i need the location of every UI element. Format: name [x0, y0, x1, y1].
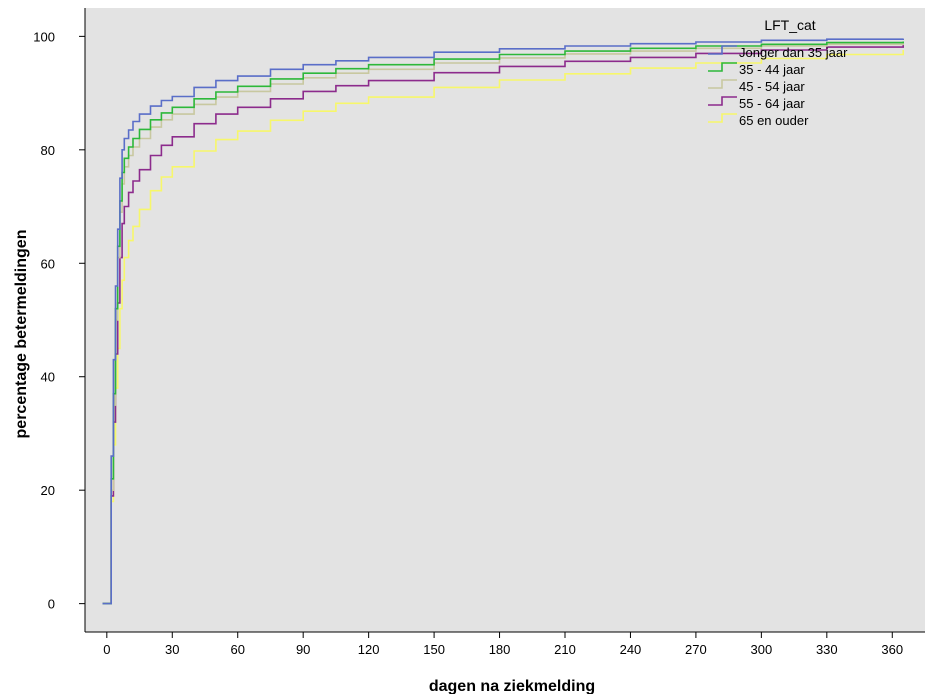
y-tick-label: 60	[41, 256, 55, 271]
series-line-35-44-jaar	[102, 41, 904, 605]
x-tick-label: 270	[685, 642, 707, 657]
legend-label: 65 en ouder	[739, 113, 809, 128]
x-tick-label: 0	[103, 642, 110, 657]
x-tick-label: 150	[423, 642, 445, 657]
legend: LFT_cat Jonger dan 35 jaar 35 - 44 jaar 45…	[708, 17, 848, 128]
x-tick-label: 360	[881, 642, 903, 657]
plot-area	[85, 8, 925, 632]
legend-label: 35 - 44 jaar	[739, 62, 805, 77]
x-tick-label: 180	[489, 642, 511, 657]
x-tick-label: 330	[816, 642, 838, 657]
x-tick-label: 300	[751, 642, 773, 657]
legend-label: 55 - 64 jaar	[739, 96, 805, 111]
x-tick-label: 90	[296, 642, 310, 657]
legend-label: 45 - 54 jaar	[739, 79, 805, 94]
x-tick-label: 210	[554, 642, 576, 657]
y-tick-label: 20	[41, 483, 55, 498]
legend-swatch	[708, 113, 737, 123]
series-line-jonger-dan-35-jaar	[102, 38, 904, 605]
series-line-55-64-jaar	[102, 44, 904, 605]
legend-swatch	[708, 62, 737, 72]
x-tick-label: 120	[358, 642, 380, 657]
legend-label: Jonger dan 35 jaar	[739, 45, 848, 60]
y-tick-label: 80	[41, 143, 55, 158]
x-axis-title: dagen na ziekmelding	[429, 678, 595, 694]
y-axis-title: percentage betermeldingen	[13, 230, 30, 439]
x-tick-label: 30	[165, 642, 179, 657]
series-line-45-54-jaar	[102, 43, 904, 605]
legend-swatch	[708, 45, 737, 55]
legend-title: LFT_cat	[764, 17, 815, 33]
y-tick-label: 100	[33, 29, 55, 44]
legend-swatch	[708, 79, 737, 89]
y-tick-label: 40	[41, 370, 55, 385]
y-tick-label: 0	[48, 597, 55, 612]
x-tick-label: 240	[620, 642, 642, 657]
x-tick-label: 60	[230, 642, 244, 657]
series-line-65-en-ouder	[102, 50, 904, 605]
legend-swatch	[708, 96, 737, 106]
